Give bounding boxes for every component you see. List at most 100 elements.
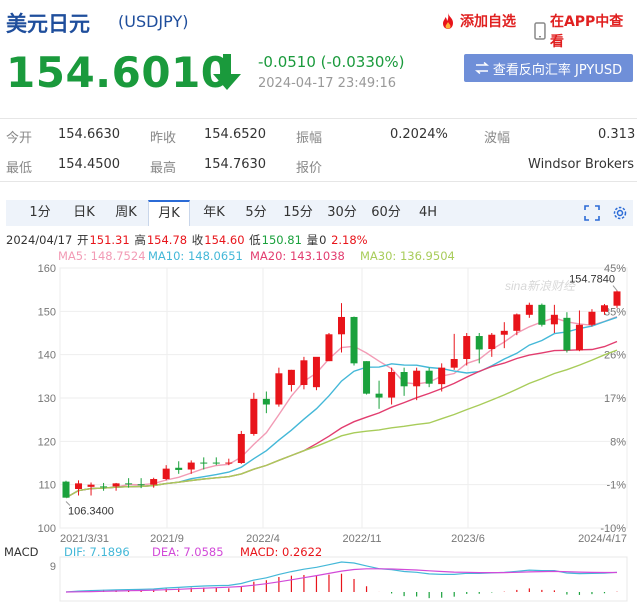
y-tick-label: 110 <box>38 480 56 492</box>
candle <box>550 304 558 333</box>
candle <box>413 367 421 401</box>
x-tick-label: 2024/4/17 <box>578 533 627 545</box>
settings-gear-icon[interactable] <box>612 205 628 221</box>
add-favorite-button[interactable]: 添加自选 <box>440 11 516 31</box>
candle <box>563 312 571 353</box>
tab-week-k[interactable]: 周K <box>115 205 137 220</box>
amplitude-label: 振幅 <box>296 131 323 146</box>
candle-vol-label: 量 <box>306 233 319 247</box>
candle-body <box>388 372 396 398</box>
max-price-label: 154.7840 <box>569 274 615 286</box>
candle-body <box>162 468 170 480</box>
candle-body <box>325 334 333 362</box>
reverse-rate-label: 查看反向汇率 JPYUSD <box>492 62 623 78</box>
candle-date: 2024/04/17 <box>6 233 73 247</box>
low-label: 最低 <box>6 161 33 176</box>
tab-4h[interactable]: 4H <box>418 205 438 220</box>
candle-body <box>613 291 621 306</box>
candle <box>112 482 120 491</box>
y-tick-label: 100 <box>38 523 56 535</box>
y-pct-tick-label: -10% <box>600 523 626 535</box>
candle-body <box>550 314 558 325</box>
candle-body <box>463 336 471 359</box>
candle <box>300 356 308 390</box>
macd-axis-label: 9 <box>50 561 56 573</box>
candle-body <box>513 314 521 331</box>
candle-body <box>588 311 596 325</box>
y-tick-label: 160 <box>38 263 56 275</box>
tab-15min[interactable]: 15分 <box>283 205 313 220</box>
macd-frame <box>59 556 628 602</box>
candle-body <box>575 324 583 351</box>
quote-timestamp: 2024-04-17 23:49:16 <box>258 76 397 91</box>
candle <box>400 367 408 396</box>
macd-value-label: MACD: 0.2622 <box>240 545 323 559</box>
candle-body <box>175 467 183 470</box>
min-price-label: 106.3400 <box>68 506 114 518</box>
candle-high: 154.78 <box>146 233 188 247</box>
view-in-app-button[interactable]: 在APP中查看 <box>534 11 637 51</box>
x-tick-label: 2021/9 <box>150 533 184 545</box>
tab-day-k[interactable]: 日K <box>73 205 95 220</box>
quote-source-label: 报价 <box>296 161 323 176</box>
candle-body <box>287 369 295 385</box>
candle <box>162 465 170 481</box>
ma5-label: MA5: 148.7524 <box>58 249 146 263</box>
candle-body <box>275 373 283 405</box>
open-label: 今开 <box>6 131 33 146</box>
candle-body <box>75 483 83 489</box>
view-in-app-label: 在APP中查看 <box>549 14 624 50</box>
y-tick-label: 130 <box>38 393 56 405</box>
tab-1min[interactable]: 1分 <box>29 205 51 220</box>
kline-chart[interactable]: 160 45%150 35%140 26%130 17%120 8%110 -1%100 -1… <box>0 258 637 548</box>
stats-panel: 今开 154.6630 昨收 154.6520 振幅 0.2024% 波幅 0.… <box>0 118 637 182</box>
candle-body <box>150 479 158 485</box>
tab-60min[interactable]: 60分 <box>371 205 401 220</box>
tab-month-k[interactable]: 月K <box>148 200 190 226</box>
wave-value: 0.313 <box>598 127 636 142</box>
dea-label: DEA: 7.0585 <box>152 545 224 559</box>
min-price-pointer <box>65 501 71 506</box>
fullscreen-icon[interactable] <box>584 205 600 221</box>
tab-5min[interactable]: 5分 <box>245 205 267 220</box>
candle <box>463 333 471 366</box>
candle-close-label: 收 <box>191 233 204 247</box>
candle <box>137 478 145 489</box>
candle-open: 151.31 <box>89 233 130 247</box>
candle <box>87 482 95 496</box>
ma10-label: MA10: 148.0651 <box>148 249 243 263</box>
x-tick-label: 2021/3/31 <box>60 533 109 545</box>
candle <box>212 457 220 466</box>
y-tick-label: 120 <box>38 436 56 448</box>
candle <box>425 367 433 388</box>
quote-row: 154.6010 -0.0510 (-0.0330%) 2024-04-17 2… <box>0 44 637 104</box>
page-title: 美元日元 <box>6 12 90 36</box>
tab-year-k[interactable]: 年K <box>203 205 225 220</box>
reverse-rate-button[interactable]: 查看反向汇率 JPYUSD <box>464 54 633 82</box>
current-price: 154.6010 <box>6 48 231 97</box>
candle <box>275 367 283 407</box>
candle-body <box>312 356 320 388</box>
candle-body <box>363 361 371 394</box>
candle-body <box>212 462 220 464</box>
x-tick-label: 2023/6 <box>451 533 485 545</box>
candle <box>150 477 158 488</box>
candle-body <box>338 316 345 335</box>
open-value: 154.6630 <box>58 127 121 142</box>
max-price-pointer <box>612 285 618 291</box>
candle-body <box>62 481 70 498</box>
high-value: 154.7630 <box>204 157 267 172</box>
x-tick-label: 2022/11 <box>343 533 382 545</box>
candle <box>325 333 333 362</box>
watermark: sina新浪财经 <box>505 279 577 293</box>
candle <box>375 380 383 409</box>
candle-body <box>237 433 245 463</box>
candle <box>287 369 295 392</box>
ma20-label: MA20: 143.1038 <box>250 249 345 263</box>
candle <box>538 303 546 327</box>
y-tick-label: 150 <box>38 306 56 318</box>
candle-body <box>300 360 308 385</box>
candle-open-label: 开 <box>76 233 89 247</box>
tab-30min[interactable]: 30分 <box>327 205 357 220</box>
quote-source-value: Windsor Brokers <box>528 157 634 172</box>
